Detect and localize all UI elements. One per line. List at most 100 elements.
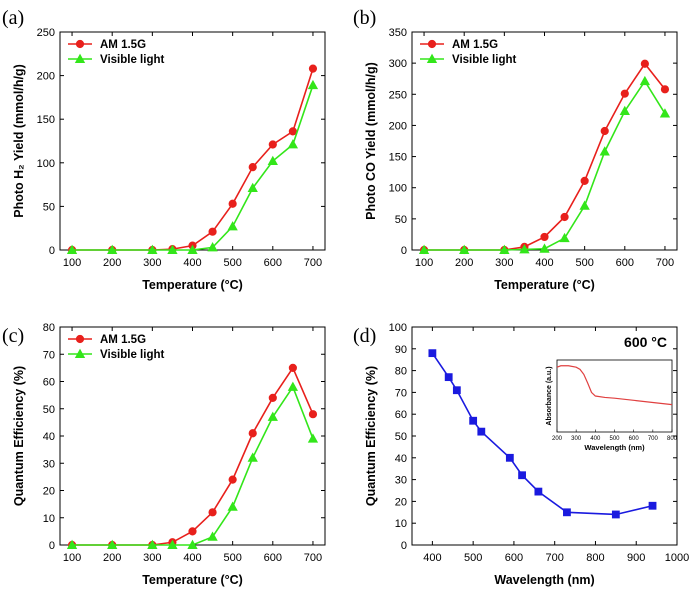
- y-tick-label: 60: [395, 409, 407, 421]
- panel-label: (d): [353, 325, 376, 347]
- x-tick-label: 500: [223, 552, 241, 564]
- data-point: [540, 232, 549, 242]
- data-point: [418, 244, 430, 254]
- series-0: [419, 59, 670, 255]
- chart-panel-3: (d) 0 10 20 30 40 50 60 70 80 90 100 400 500 600 700 800…: [353, 322, 689, 587]
- y-tick-label: 10: [43, 513, 55, 525]
- series-0: [67, 363, 318, 550]
- data-point: [268, 140, 277, 149]
- x-tick-label: 700: [304, 257, 322, 269]
- data-point: [207, 242, 218, 252]
- legend: AM 1.5G Visible light: [68, 334, 164, 361]
- data-point: [599, 146, 610, 156]
- y-tick-label: 100: [37, 158, 55, 170]
- data-point: [207, 531, 218, 541]
- data-point: [639, 75, 651, 86]
- y-tick-label: 30: [43, 458, 55, 470]
- legend-label: AM 1.5G: [100, 39, 146, 51]
- y-tick-label: 0: [401, 540, 407, 552]
- legend-swatch-marker: [75, 334, 85, 344]
- x-tick-label: 100: [415, 257, 433, 269]
- data-point: [459, 244, 470, 254]
- inset-x-tick-label: 500: [609, 436, 620, 442]
- data-point: [147, 244, 158, 254]
- data-point: [227, 221, 238, 231]
- legend-label: AM 1.5G: [100, 334, 146, 346]
- x-axis-label: Temperature (°C): [142, 278, 243, 292]
- data-point: [452, 386, 461, 395]
- data-point: [228, 475, 237, 484]
- data-point: [560, 212, 569, 222]
- data-point: [66, 539, 78, 549]
- inset-x-tick-label: 400: [590, 436, 601, 442]
- inset-frame: [556, 359, 673, 433]
- x-axis-label: Temperature (°C): [494, 278, 595, 292]
- data-point: [288, 127, 297, 136]
- x-tick-label: 200: [103, 552, 121, 564]
- data-point: [428, 349, 437, 358]
- data-point: [268, 393, 277, 402]
- data-point: [611, 510, 620, 519]
- x-tick-label: 900: [627, 552, 645, 564]
- series-line: [72, 385, 314, 546]
- x-tick-label: 300: [143, 257, 161, 269]
- inset-x-tick-label: 300: [571, 436, 582, 442]
- y-tick-label: 100: [389, 322, 407, 334]
- data-point: [308, 410, 318, 419]
- y-tick-label: 350: [389, 27, 407, 39]
- series-0: [67, 64, 318, 255]
- data-point: [287, 381, 299, 391]
- data-point: [539, 243, 550, 253]
- data-point: [208, 508, 217, 517]
- x-tick-label: 300: [143, 552, 161, 564]
- inset-x-tick-label: 600: [629, 436, 640, 442]
- data-point: [248, 163, 257, 172]
- x-tick-label: 500: [575, 257, 593, 269]
- legend-label: AM 1.5G: [452, 39, 498, 51]
- x-tick-label: 700: [656, 257, 674, 269]
- x-tick-label: 200: [455, 257, 473, 269]
- data-point: [208, 227, 217, 236]
- data-point: [187, 539, 198, 549]
- panel-label: (b): [353, 7, 376, 29]
- y-tick-label: 20: [395, 496, 407, 508]
- y-tick-label: 90: [395, 344, 407, 356]
- y-tick-label: 0: [49, 245, 55, 257]
- y-tick-label: 250: [389, 89, 407, 101]
- x-axis-label: Wavelength (nm): [494, 573, 594, 587]
- y-tick-label: 200: [389, 120, 407, 132]
- data-point: [228, 199, 237, 208]
- legend-label: Visible light: [452, 54, 516, 66]
- x-tick-label: 600: [264, 257, 282, 269]
- data-point: [579, 200, 590, 210]
- data-point: [267, 155, 278, 165]
- y-tick-label: 80: [43, 322, 55, 334]
- y-axis-label: Quantum Efficiency (%): [12, 366, 26, 506]
- data-point: [580, 176, 589, 185]
- y-tick-label: 30: [395, 475, 407, 487]
- data-point: [640, 59, 649, 68]
- chart-panel-2: (c) 0 10 20 30 40 50 60 70 80 100 200 300 400 500 600 70…: [2, 322, 326, 587]
- x-tick-label: 100: [63, 552, 81, 564]
- series-line: [424, 62, 666, 251]
- y-tick-label: 300: [389, 58, 407, 70]
- inset-curve: [556, 365, 673, 406]
- x-tick-label: 100: [63, 257, 81, 269]
- data-point: [659, 108, 671, 118]
- legend-label: Visible light: [100, 54, 164, 66]
- inset-x-tick-label: 200: [552, 436, 563, 442]
- inset-x-tick-label: 800: [667, 436, 678, 442]
- x-tick-label: 400: [423, 552, 441, 564]
- y-tick-label: 40: [43, 431, 55, 443]
- series-line: [72, 366, 314, 546]
- data-point: [288, 363, 297, 372]
- data-point: [499, 244, 510, 254]
- legend-swatch-marker: [74, 348, 86, 358]
- legend-swatch-marker: [75, 39, 85, 49]
- x-tick-label: 600: [264, 552, 282, 564]
- chart-panel-1: (b) 0 50 100 150 200 250 300 350 100 200 300 400 500 6…: [353, 7, 678, 292]
- legend-swatch-marker: [74, 53, 86, 63]
- data-point: [563, 508, 571, 517]
- data-point: [505, 453, 514, 462]
- legend-swatch-marker: [426, 53, 438, 63]
